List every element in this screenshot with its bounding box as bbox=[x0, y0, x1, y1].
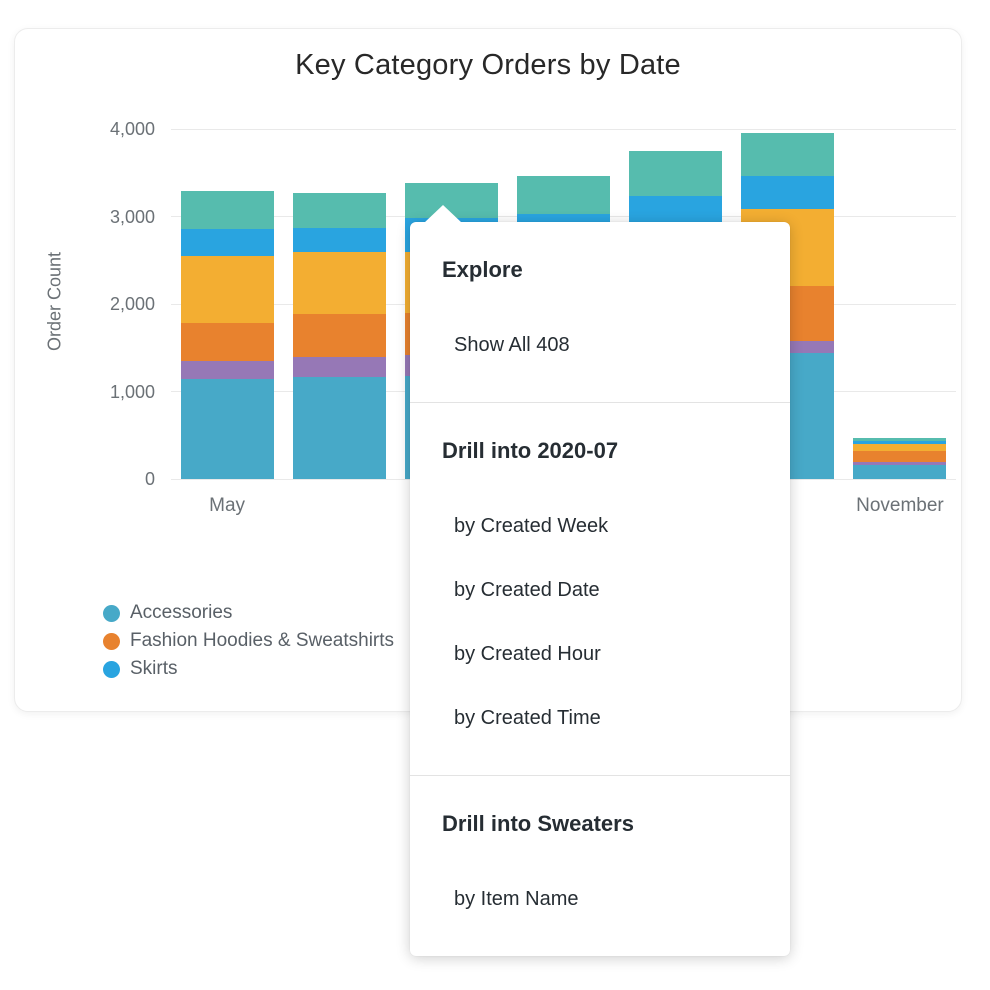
menu-item-by-created-week[interactable]: by Created Week bbox=[454, 515, 609, 537]
legend-dot-icon bbox=[103, 660, 120, 678]
bar-segment-Fashion Hoodies & Sweatshirts[interactable] bbox=[292, 313, 386, 357]
bar-segment-Skirts[interactable] bbox=[741, 175, 835, 209]
menu-item-by-created-hour[interactable]: by Created Hour bbox=[454, 643, 601, 665]
menu-item-by-created-time[interactable]: by Created Time bbox=[454, 707, 601, 729]
bar-segment-Accessories[interactable] bbox=[180, 379, 274, 479]
bar-segment-Sweaters[interactable] bbox=[292, 192, 386, 228]
bar-segment-Skirts[interactable] bbox=[853, 440, 947, 445]
menu-divider bbox=[410, 775, 790, 776]
legend-dot-icon bbox=[103, 632, 120, 650]
bar-segment-unknown-purple-series[interactable] bbox=[292, 356, 386, 377]
bar-segment-Skirts[interactable] bbox=[292, 227, 386, 252]
legend: Accessories Fashion Hoodies & Sweatshirts… bbox=[103, 599, 394, 683]
legend-label: Accessories bbox=[130, 602, 233, 623]
bar-segment-unknown-amber-series[interactable] bbox=[853, 444, 947, 451]
y-tick-label: 4,000 bbox=[109, 119, 155, 139]
x-tick-label: November bbox=[856, 495, 944, 516]
bar-2020-05[interactable] bbox=[180, 191, 274, 479]
bar-segment-Accessories[interactable] bbox=[853, 465, 947, 479]
legend-item[interactable]: Accessories bbox=[103, 599, 394, 627]
bar-segment-Fashion Hoodies & Sweatshirts[interactable] bbox=[853, 451, 947, 462]
legend-item[interactable]: Fashion Hoodies & Sweatshirts bbox=[103, 627, 394, 655]
legend-label: Fashion Hoodies & Sweatshirts bbox=[130, 630, 395, 651]
bar-segment-unknown-amber-series[interactable] bbox=[292, 251, 386, 314]
menu-item-show-all[interactable]: Show All 408 bbox=[454, 334, 570, 356]
bar-segment-unknown-purple-series[interactable] bbox=[180, 360, 274, 380]
legend-item[interactable]: Skirts bbox=[103, 655, 394, 683]
bar-2020-06[interactable] bbox=[292, 192, 386, 479]
menu-section-drill-sweaters: Drill into Sweaters by Item Name bbox=[410, 776, 790, 956]
bar-segment-Skirts[interactable] bbox=[180, 228, 274, 256]
menu-section-drill-date: Drill into 2020-07 by Created Week by Cr… bbox=[410, 403, 790, 775]
y-tick-label: 3,000 bbox=[109, 206, 155, 227]
gridline bbox=[171, 128, 956, 130]
chart-title: Key Category Orders by Date bbox=[295, 49, 681, 81]
y-tick-label: 2,000 bbox=[109, 294, 155, 314]
bar-segment-Sweaters[interactable] bbox=[741, 132, 835, 176]
bar-segment-unknown-purple-series[interactable] bbox=[853, 461, 947, 465]
bar-segment-Skirts[interactable] bbox=[629, 196, 723, 226]
y-tick-label: 1,000 bbox=[109, 381, 155, 402]
menu-section-explore: Explore Show All 408 bbox=[410, 222, 790, 402]
menu-divider bbox=[410, 402, 790, 403]
menu-item-by-created-date[interactable]: by Created Date bbox=[454, 579, 600, 601]
y-axis-label: Order Count bbox=[44, 251, 65, 352]
legend-label: Skirts bbox=[130, 658, 178, 679]
legend-dot-icon bbox=[103, 604, 120, 622]
bar-segment-unknown-amber-series[interactable] bbox=[180, 255, 274, 324]
menu-heading-explore: Explore bbox=[442, 257, 523, 282]
bar-segment-Sweaters[interactable] bbox=[517, 176, 610, 214]
bar-2020-11[interactable] bbox=[853, 437, 947, 479]
bar-segment-Sweaters[interactable] bbox=[629, 150, 723, 197]
bar-segment-Sweaters[interactable] bbox=[180, 191, 274, 229]
menu-heading-drill-sweaters: Drill into Sweaters bbox=[442, 811, 634, 836]
bar-segment-Fashion Hoodies & Sweatshirts[interactable] bbox=[180, 323, 274, 361]
x-tick-label: May bbox=[209, 495, 246, 516]
menu-heading-drill-date: Drill into 2020-07 bbox=[442, 438, 619, 463]
menu-item-by-item-name[interactable]: by Item Name bbox=[454, 888, 579, 910]
y-tick-label: 0 bbox=[144, 469, 155, 489]
bar-segment-Sweaters[interactable] bbox=[853, 437, 947, 441]
drill-menu-arrow-icon bbox=[424, 205, 462, 223]
drill-menu: Explore Show All 408 Drill into 2020-07 … bbox=[410, 205, 790, 956]
bar-segment-Accessories[interactable] bbox=[292, 376, 386, 479]
